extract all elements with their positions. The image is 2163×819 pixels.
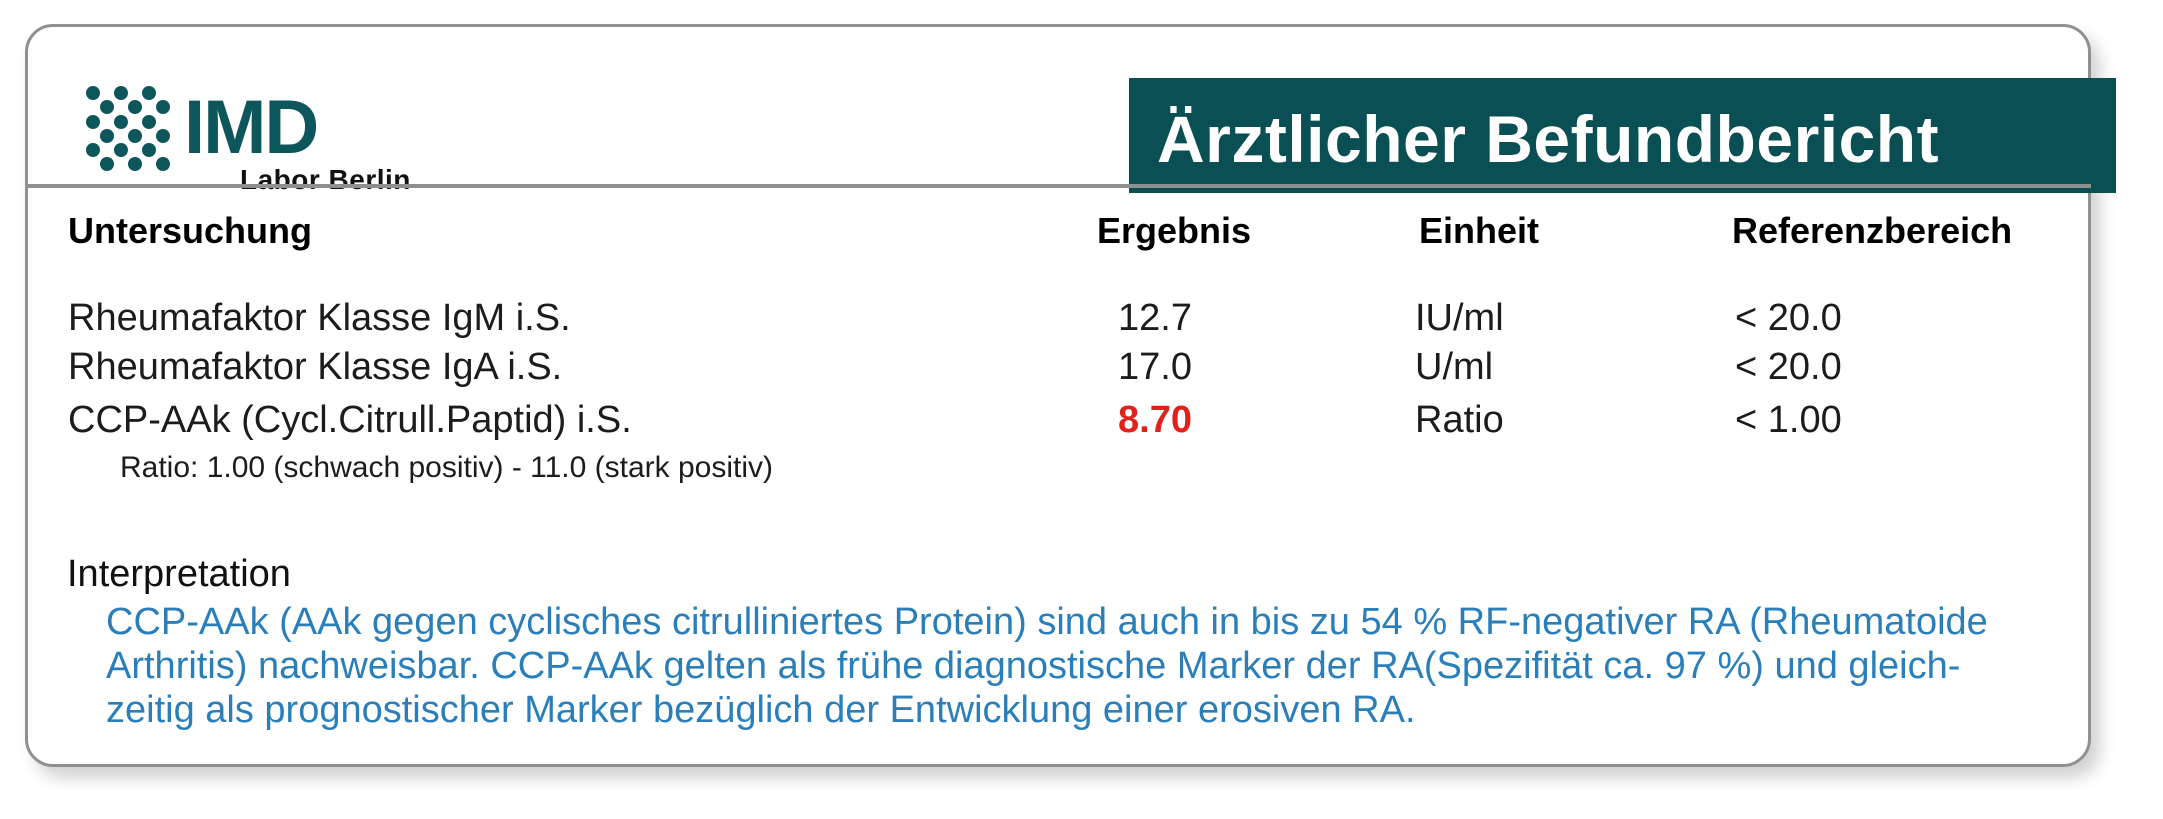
header-divider: [27, 184, 2091, 188]
imd-dots-logo-icon: [86, 86, 170, 171]
interpretation-line: CCP-AAk (AAk gegen cyclisches citrullini…: [106, 601, 1988, 643]
column-header-einheit: Einheit: [1419, 210, 1540, 251]
ratio-footnote: Ratio: 1.00 (schwach positiv) - 11.0 (st…: [120, 451, 774, 484]
row-name: Rheumafaktor Klasse IgM i.S.: [68, 297, 571, 339]
interpretation-heading: Interpretation: [67, 553, 291, 595]
row-name: CCP-AAk (Cycl.Citrull.Paptid) i.S.: [68, 399, 632, 441]
report-title-banner: Ärztlicher Befundbericht: [1129, 78, 2116, 193]
row-unit: U/ml: [1415, 346, 1494, 388]
brand-name: IMD: [184, 85, 319, 170]
interpretation-line: zeitig als prognostischer Marker bezügli…: [106, 689, 1416, 731]
interpretation-line: Arthritis) nachweisbar. CCP-AAk gelten a…: [106, 645, 1961, 687]
row-result: 12.7: [1118, 297, 1192, 339]
row-result: 17.0: [1118, 346, 1192, 388]
row-result-flagged: 8.70: [1118, 399, 1192, 441]
report-title: Ärztlicher Befundbericht: [1157, 101, 1940, 176]
row-reference: < 1.00: [1735, 399, 1842, 441]
row-reference: < 20.0: [1735, 346, 1842, 388]
row-unit: Ratio: [1415, 399, 1504, 441]
row-unit: IU/ml: [1415, 297, 1504, 339]
column-header-untersuchung: Untersuchung: [68, 210, 313, 251]
report-card: IMD Labor Berlin Ärztlicher Befundberich…: [25, 24, 2116, 767]
column-header-ergebnis: Ergebnis: [1097, 210, 1252, 251]
row-reference: < 20.0: [1735, 297, 1842, 339]
row-name: Rheumafaktor Klasse IgA i.S.: [68, 346, 563, 388]
brand-subtitle: Labor Berlin: [240, 164, 411, 195]
column-header-referenzbereich: Referenzbereich: [1732, 210, 2013, 251]
